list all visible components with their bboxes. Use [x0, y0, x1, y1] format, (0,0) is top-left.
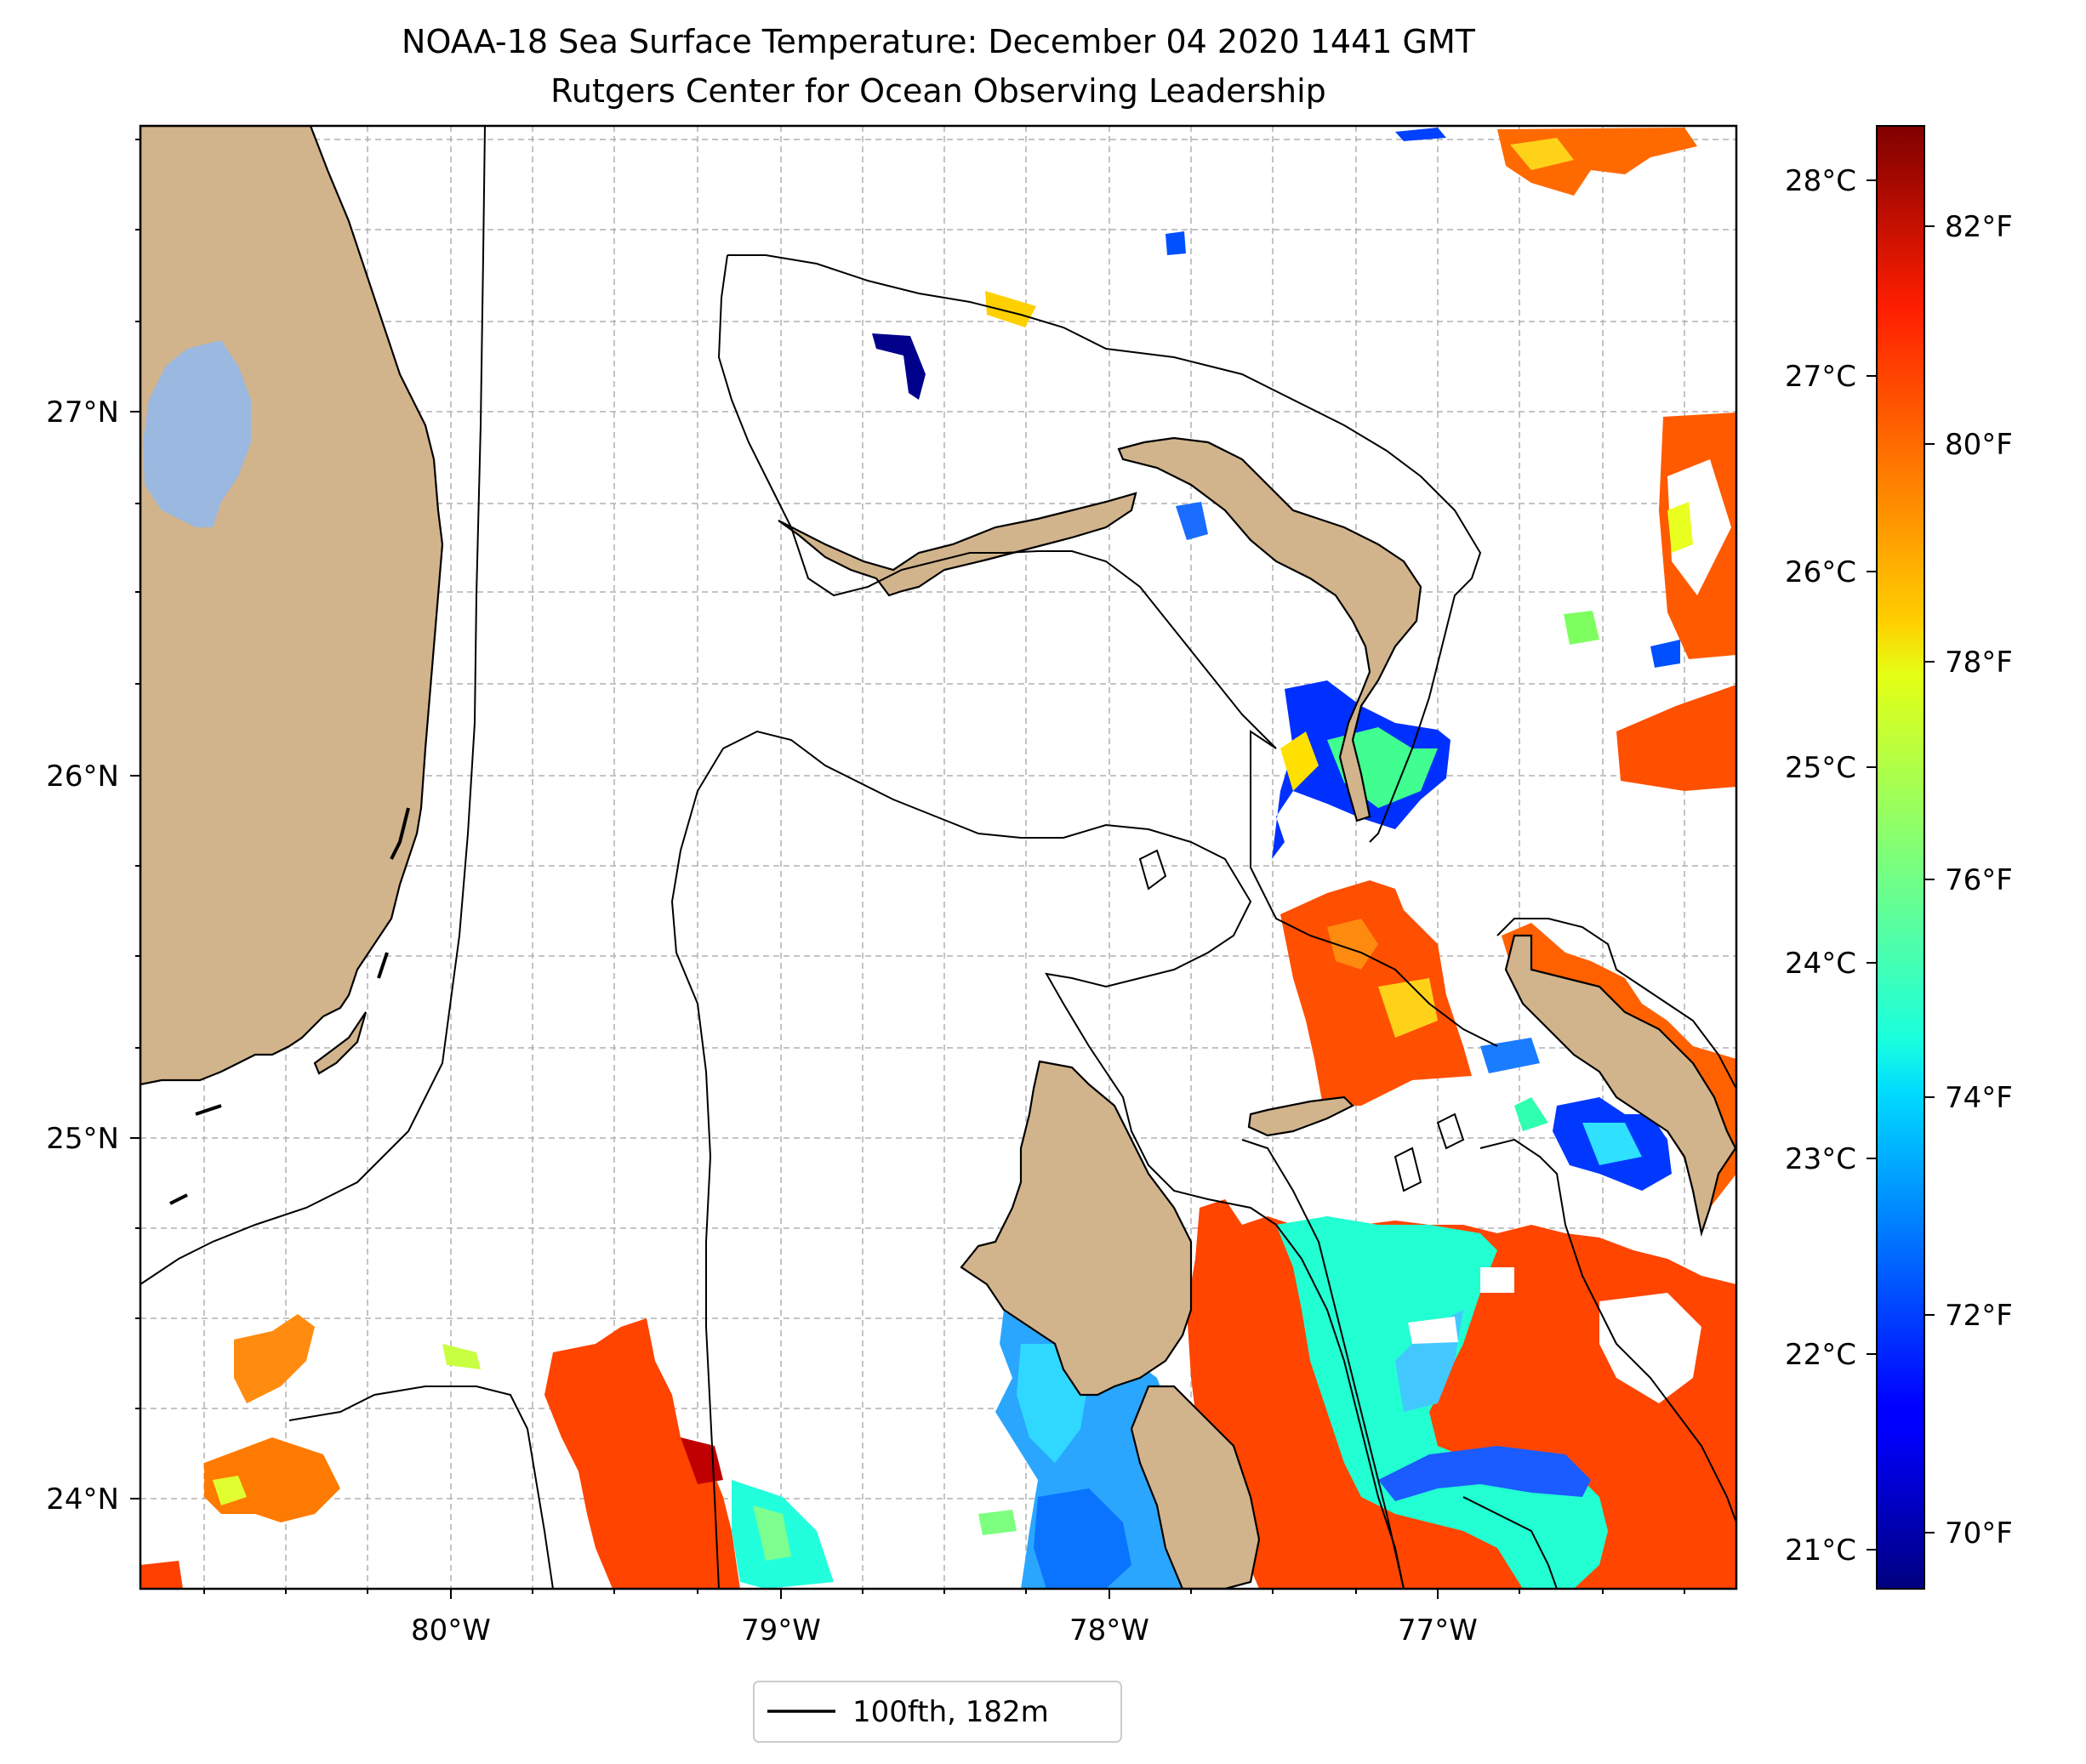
florida-keys-land	[313, 1011, 368, 1075]
legend-box	[753, 1681, 1122, 1743]
isobath-100fth	[140, 126, 1736, 1589]
colorbar-c-label: 26°C	[1785, 555, 1856, 589]
lon-label-77w: 77°W	[1398, 1613, 1478, 1647]
lat-tick-marks	[130, 139, 140, 1499]
colorbar-f-label: 78°F	[1945, 646, 2013, 680]
south-andros-land	[1130, 1385, 1261, 1589]
reef-line	[169, 807, 410, 1205]
lon-label-78w: 78°W	[1069, 1613, 1149, 1647]
colorbar-gradient	[1876, 125, 1925, 1590]
chart-title-line2: Rutgers Center for Ocean Observing Leade…	[550, 72, 1326, 110]
lat-label-24n: 24°N	[46, 1482, 119, 1516]
map-frame	[139, 124, 1738, 1590]
colorbar-f-label: 74°F	[1945, 1081, 2013, 1115]
andros-land	[960, 1060, 1193, 1397]
colorbar-f-label: 80°F	[1945, 428, 2013, 462]
lon-label-79w: 79°W	[741, 1613, 821, 1647]
lon-label-80w: 80°W	[411, 1613, 491, 1647]
colorbar-c-label: 25°C	[1785, 751, 1856, 785]
colorbar-c-label: 22°C	[1785, 1338, 1856, 1372]
lon-tick-marks	[203, 1589, 1685, 1599]
legend-label: 100fth, 182m	[852, 1695, 1049, 1729]
colorbar-c-label: 21°C	[1785, 1534, 1856, 1568]
colorbar-c-label: 23°C	[1785, 1142, 1856, 1176]
colorbar-f-label: 72°F	[1945, 1299, 2013, 1333]
lat-label-27n: 27°N	[46, 395, 119, 430]
lat-label-25n: 25°N	[46, 1122, 119, 1156]
chart-title-line1: NOAA-18 Sea Surface Temperature: Decembe…	[402, 23, 1476, 60]
lat-label-26n: 26°N	[46, 760, 119, 794]
colorbar-c-label: 27°C	[1785, 360, 1856, 394]
legend: 100fth, 182m	[753, 1681, 1122, 1743]
lake-okeechobee	[143, 340, 251, 527]
colorbar: 28°C 27°C 26°C 25°C 24°C 23°C 22°C 21°C …	[1785, 125, 2013, 1590]
eleuthera-land	[1247, 1095, 1354, 1137]
colorbar-f-label: 70°F	[1945, 1516, 2013, 1551]
colorbar-f-label: 76°F	[1945, 863, 2013, 897]
colorbar-c-label: 28°C	[1785, 164, 1856, 198]
abaco-land	[1117, 436, 1422, 822]
east-islands-land	[1504, 934, 1736, 1238]
colorbar-f-label: 82°F	[1945, 210, 2013, 244]
colorbar-c-label: 24°C	[1785, 947, 1856, 981]
grand-bahama-land	[778, 492, 1137, 597]
map-panel	[140, 126, 1736, 1589]
land	[140, 126, 1736, 1589]
